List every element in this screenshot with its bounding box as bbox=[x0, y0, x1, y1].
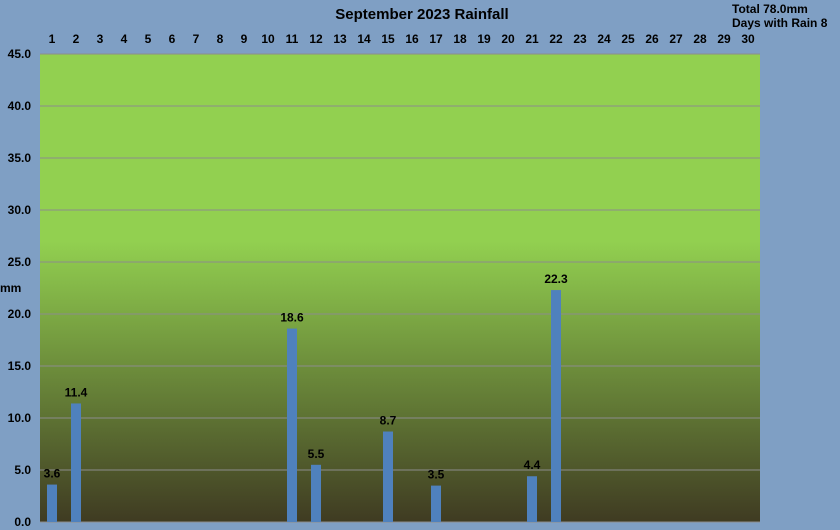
x-tick-label: 22 bbox=[549, 32, 563, 46]
x-tick-label: 29 bbox=[717, 32, 731, 46]
x-tick-label: 27 bbox=[669, 32, 683, 46]
y-axis-label: mm bbox=[0, 281, 21, 295]
y-tick-label: 0.0 bbox=[14, 515, 31, 529]
x-tick-label: 16 bbox=[405, 32, 419, 46]
x-tick-label: 15 bbox=[381, 32, 395, 46]
y-tick-label: 35.0 bbox=[8, 151, 32, 165]
chart-title: September 2023 Rainfall bbox=[335, 6, 508, 23]
y-tick-label: 10.0 bbox=[8, 411, 32, 425]
x-tick-label: 30 bbox=[741, 32, 755, 46]
x-tick-label: 4 bbox=[121, 32, 128, 46]
x-tick-label: 7 bbox=[193, 32, 200, 46]
days-with-rain: Days with Rain 8 bbox=[732, 16, 828, 30]
x-tick-label: 28 bbox=[693, 32, 707, 46]
y-tick-label: 15.0 bbox=[8, 359, 32, 373]
bar-day-1 bbox=[47, 484, 57, 522]
y-tick-label: 40.0 bbox=[8, 99, 32, 113]
bar-day-11 bbox=[287, 328, 297, 522]
bars bbox=[47, 290, 561, 522]
x-tick-label: 6 bbox=[169, 32, 176, 46]
x-tick-label: 3 bbox=[97, 32, 104, 46]
data-label-day-17: 3.5 bbox=[428, 468, 445, 482]
data-label-day-21: 4.4 bbox=[524, 458, 541, 472]
x-tick-label: 9 bbox=[241, 32, 248, 46]
x-tick-label: 19 bbox=[477, 32, 491, 46]
bar-day-17 bbox=[431, 485, 441, 522]
x-tick-label: 18 bbox=[453, 32, 467, 46]
x-tick-label: 10 bbox=[261, 32, 275, 46]
bar-day-12 bbox=[311, 464, 321, 522]
x-axis-ticks: 1 2 3 4 5 6 7 8 9 10 11 12 13 14 15 16 17 18 19 20 21 22 23 24 2… bbox=[49, 32, 755, 46]
x-tick-label: 20 bbox=[501, 32, 515, 46]
x-tick-label: 13 bbox=[333, 32, 347, 46]
x-tick-label: 14 bbox=[357, 32, 371, 46]
data-label-day-15: 8.7 bbox=[380, 414, 397, 428]
x-tick-label: 26 bbox=[645, 32, 659, 46]
y-tick-label: 20.0 bbox=[8, 307, 32, 321]
data-label-day-11: 18.6 bbox=[280, 311, 304, 325]
total-rainfall: Total 78.0mm bbox=[732, 2, 808, 16]
bar-day-21 bbox=[527, 476, 537, 522]
grid-lines bbox=[40, 53, 760, 523]
y-tick-label: 30.0 bbox=[8, 203, 32, 217]
data-label-day-22: 22.3 bbox=[544, 272, 568, 286]
bar-day-22 bbox=[551, 290, 561, 522]
y-tick-label: 5.0 bbox=[14, 463, 31, 477]
y-axis-ticks: 0.0 5.0 10.0 15.0 20.0 25.0 30.0 35.0 40.0 45.0 bbox=[8, 47, 32, 529]
x-tick-label: 11 bbox=[286, 32, 299, 46]
data-label-day-2: 11.4 bbox=[65, 385, 88, 399]
bar-day-15 bbox=[383, 431, 393, 522]
x-tick-label: 24 bbox=[597, 32, 611, 46]
y-tick-label: 25.0 bbox=[8, 255, 32, 269]
x-tick-label: 21 bbox=[525, 32, 539, 46]
x-tick-label: 8 bbox=[217, 32, 224, 46]
x-tick-label: 12 bbox=[309, 32, 323, 46]
bar-day-2 bbox=[71, 403, 81, 522]
y-tick-label: 45.0 bbox=[8, 47, 32, 61]
data-label-day-1: 3.6 bbox=[44, 467, 61, 481]
x-tick-label: 25 bbox=[621, 32, 635, 46]
data-label-day-12: 5.5 bbox=[308, 447, 325, 461]
plot-area bbox=[40, 54, 760, 522]
x-tick-label: 1 bbox=[49, 32, 56, 46]
x-tick-label: 17 bbox=[429, 32, 443, 46]
data-labels: 3.6 11.4 18.6 5.5 8.7 3.5 4.4 22.3 bbox=[44, 272, 568, 482]
x-tick-label: 23 bbox=[573, 32, 587, 46]
x-tick-label: 5 bbox=[145, 32, 152, 46]
x-tick-label: 2 bbox=[73, 32, 80, 46]
